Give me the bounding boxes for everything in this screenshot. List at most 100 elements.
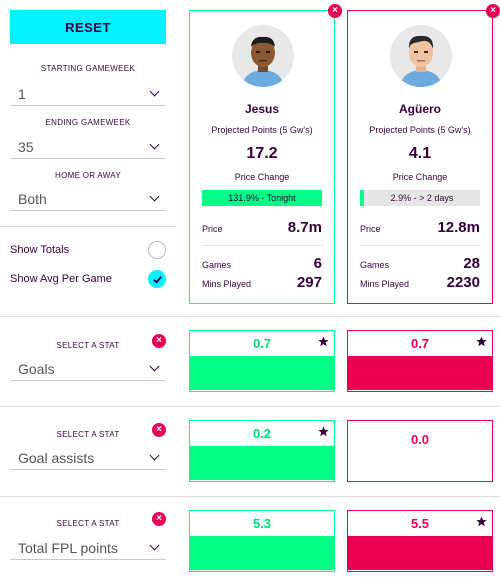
radio-off-icon[interactable]: [148, 241, 166, 259]
chevron-down-icon: [149, 540, 160, 551]
stat-select-value: Total FPL points: [18, 539, 118, 556]
chevron-down-icon: [149, 139, 160, 150]
section-divider: [0, 316, 500, 317]
stat-select[interactable]: Total FPL points: [10, 536, 166, 560]
player-name: Agüero: [399, 102, 441, 116]
stat-value-right: 0.0: [348, 421, 492, 480]
home-away-value: Both: [18, 190, 47, 207]
remove-stat-button[interactable]: ×: [152, 423, 166, 437]
price-change-label: Price Change: [234, 172, 290, 182]
star-icon[interactable]: [318, 336, 329, 347]
price-label: Price: [360, 224, 381, 234]
show-avg-toggle[interactable]: Show Avg Per Game: [10, 268, 166, 290]
remove-player-button[interactable]: ×: [486, 4, 500, 18]
stat-box-left: 5.3: [189, 510, 335, 572]
ending-gameweek-value: 35: [18, 138, 34, 155]
player-card-left: × Jesus Projected Points (5 Gw's) 17.2 P…: [189, 4, 342, 304]
chevron-down-icon: [149, 450, 160, 461]
section-divider: [0, 406, 500, 407]
divider: [360, 245, 480, 246]
stat-box-right: 5.5: [347, 510, 493, 572]
projected-points-value: 4.1: [408, 145, 432, 162]
price-change-bar: 131.9% - Tonight: [202, 190, 322, 206]
stat-select-value: Goal assists: [18, 449, 95, 466]
home-away-select[interactable]: Both: [10, 187, 166, 211]
games-row: Games 28: [360, 255, 480, 272]
remove-stat-button[interactable]: ×: [152, 512, 166, 526]
stat-value-text: 0.0: [410, 432, 430, 447]
mins-row: Mins Played 297: [202, 274, 322, 291]
stat-value-text: 0.2: [252, 426, 272, 441]
games-label: Games: [360, 260, 390, 270]
remove-stat-button[interactable]: ×: [152, 334, 166, 348]
ending-gameweek-select[interactable]: 35: [10, 135, 166, 159]
price-label: Price: [202, 224, 223, 234]
starting-gameweek-select[interactable]: 1: [10, 82, 166, 106]
price-change-label: Price Change: [392, 172, 448, 182]
projected-points-label: Projected Points (5 Gw's): [211, 125, 313, 135]
stat-value-right: 5.5: [348, 511, 492, 536]
price-change-bar: 2.9% - > 2 days: [360, 190, 480, 206]
mins-row: Mins Played 2230: [360, 274, 480, 291]
stat-value-left: 5.3: [190, 511, 334, 536]
stat-value-text: 5.5: [410, 516, 430, 531]
stat-select[interactable]: Goals: [10, 357, 166, 381]
stat-select[interactable]: Goal assists: [10, 446, 166, 470]
stat-value-right: 0.7: [348, 331, 492, 356]
chevron-down-icon: [149, 191, 160, 202]
games-value: 6: [313, 255, 322, 272]
player-name: Jesus: [244, 102, 280, 116]
stat-value-text: 0.7: [410, 336, 430, 351]
stat-select-value: Goals: [18, 360, 55, 377]
games-value: 28: [463, 255, 480, 272]
home-away-label: HOME OR AWAY: [55, 171, 121, 180]
star-icon[interactable]: [318, 426, 329, 437]
projected-points-value: 17.2: [246, 145, 278, 162]
section-divider: [0, 496, 500, 497]
player-avatar: [390, 25, 452, 87]
stat-fill-bar: [190, 536, 334, 570]
price-value: 8.7m: [287, 219, 322, 236]
projected-points-label: Projected Points (5 Gw's): [369, 125, 471, 135]
starting-gameweek-label: STARTING GAMEWEEK: [40, 64, 136, 73]
stat-box-right: 0.7: [347, 330, 493, 392]
show-totals-toggle[interactable]: Show Totals: [10, 239, 166, 261]
stat-value-left: 0.7: [190, 331, 334, 356]
stat-fill-bar: [190, 446, 334, 480]
stat-box-right: 0.0: [347, 420, 493, 482]
divider: [202, 245, 322, 246]
mins-value: 2230: [446, 274, 480, 291]
reset-button[interactable]: RESET: [10, 10, 166, 44]
select-stat-label: SELECT A STAT: [56, 430, 120, 439]
games-row: Games 6: [202, 255, 322, 272]
player-card-right: × Agüero Projected Points (5 Gw's) 4.1 P…: [347, 4, 500, 304]
stat-box-left: 0.2: [189, 420, 335, 482]
player-avatar: [232, 25, 294, 87]
stat-fill-bar: [348, 356, 492, 390]
price-row: Price 12.8m: [360, 219, 480, 236]
star-icon[interactable]: [476, 516, 487, 527]
mins-value: 297: [296, 274, 322, 291]
stat-fill-bar: [348, 536, 492, 570]
stat-value-left: 0.2: [190, 421, 334, 446]
select-stat-label: SELECT A STAT: [56, 519, 120, 528]
mins-label: Mins Played: [360, 279, 410, 289]
mins-label: Mins Played: [202, 279, 252, 289]
stat-value-text: 5.3: [252, 516, 272, 531]
show-avg-label: Show Avg Per Game: [10, 273, 112, 285]
stat-fill-bar: [190, 356, 334, 390]
price-value: 12.8m: [437, 219, 480, 236]
stat-value-text: 0.7: [252, 336, 272, 351]
games-label: Games: [202, 260, 232, 270]
chevron-down-icon: [149, 361, 160, 372]
divider: [0, 226, 176, 227]
ending-gameweek-label: ENDING GAMEWEEK: [45, 118, 131, 127]
price-row: Price 8.7m: [202, 219, 322, 236]
select-stat-label: SELECT A STAT: [56, 341, 120, 350]
star-icon[interactable]: [476, 336, 487, 347]
chevron-down-icon: [149, 86, 160, 97]
remove-player-button[interactable]: ×: [328, 4, 342, 18]
starting-gameweek-value: 1: [18, 85, 26, 102]
show-totals-label: Show Totals: [10, 244, 70, 256]
checkmark-icon[interactable]: [148, 270, 166, 288]
